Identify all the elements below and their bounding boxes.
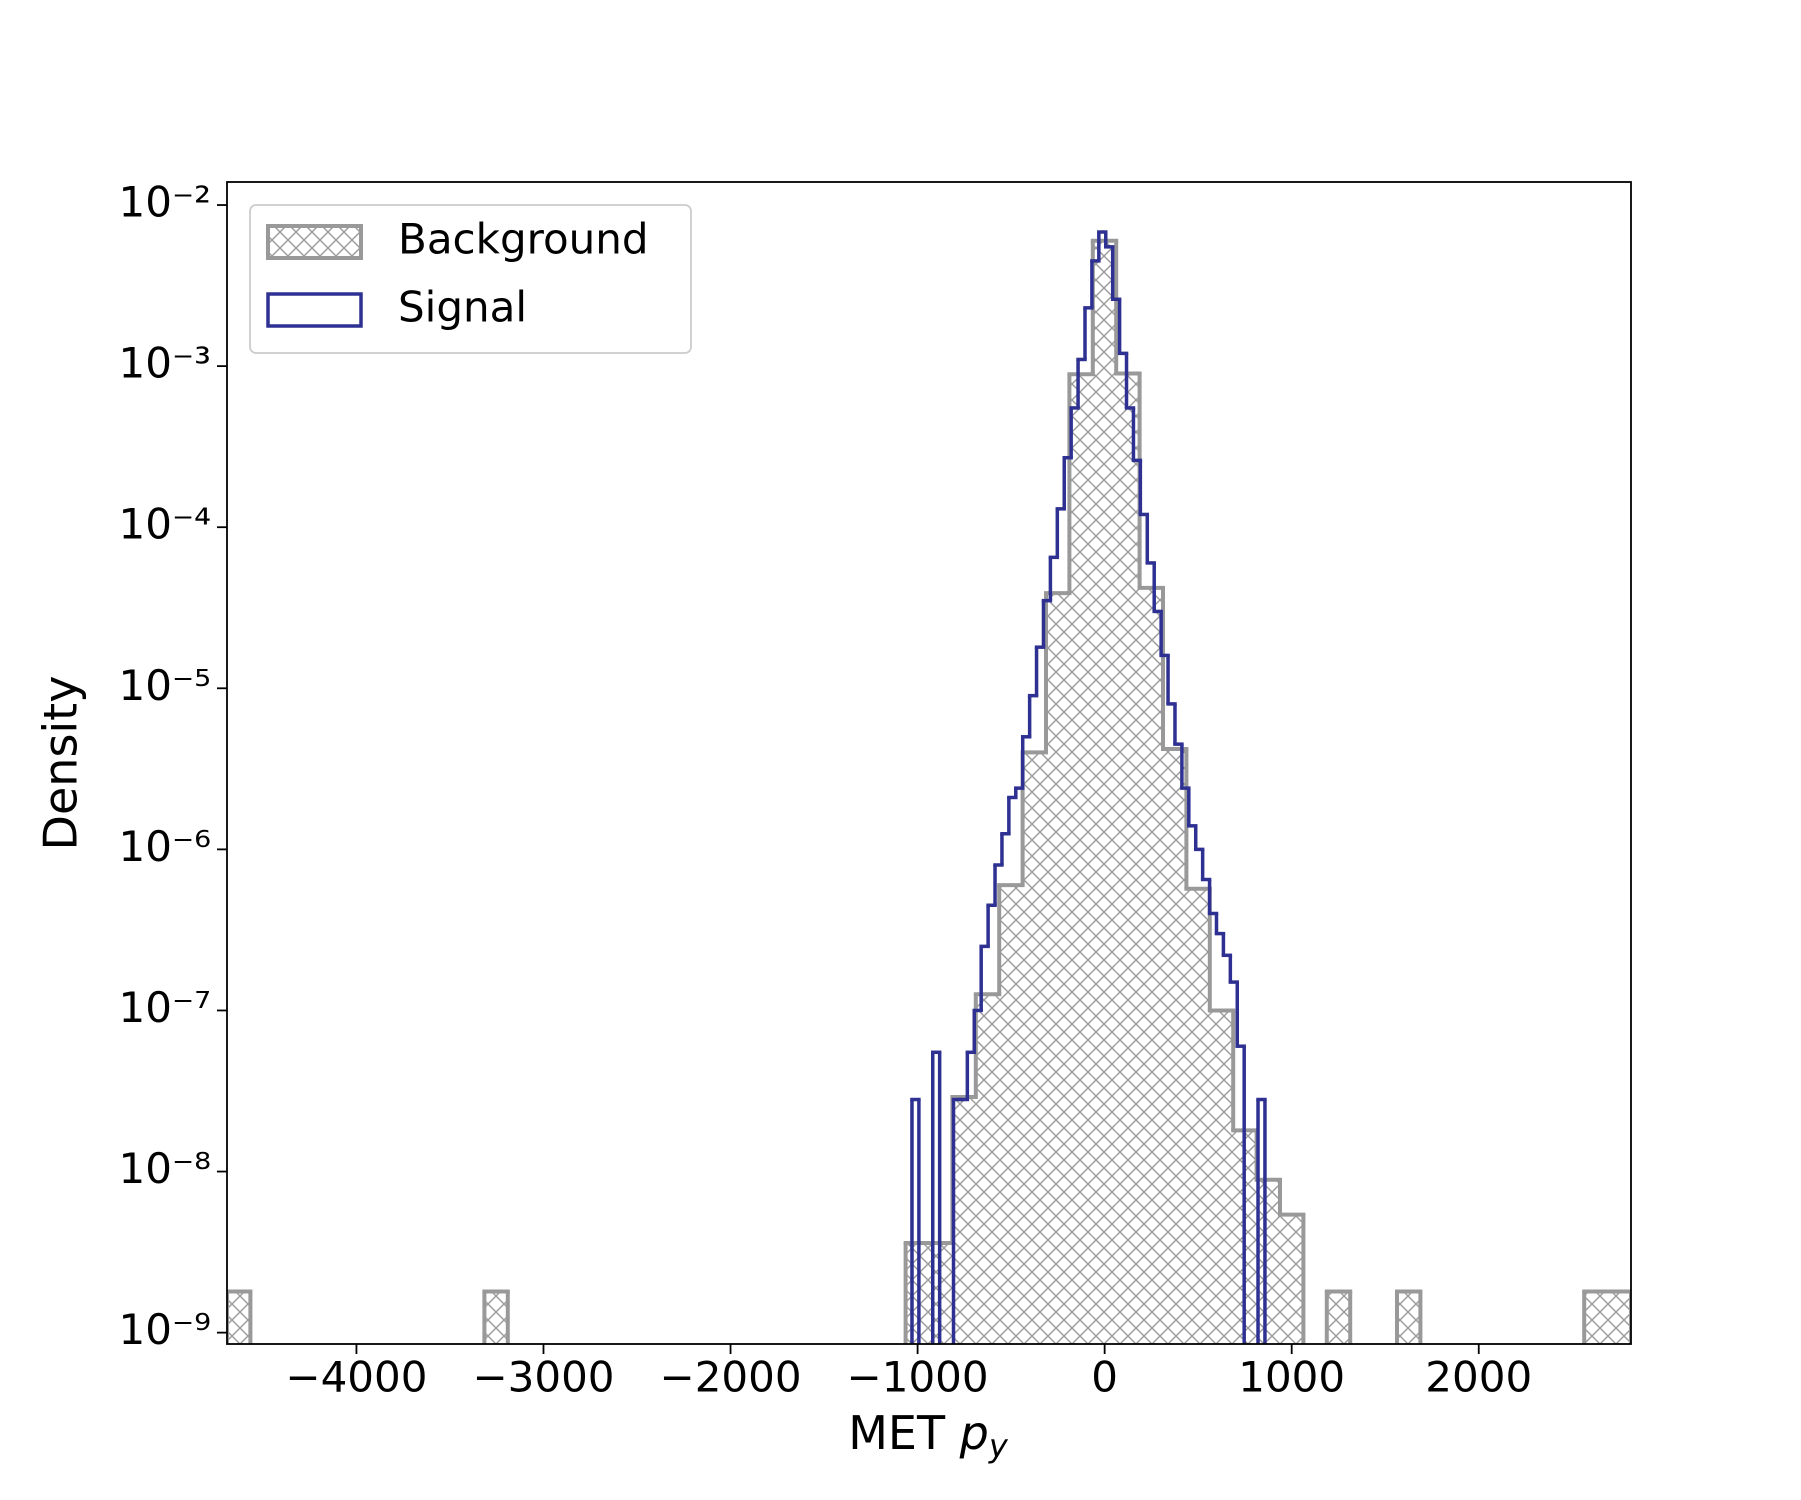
legend-swatch bbox=[266, 292, 363, 328]
y-tick-label: 10⁻⁷ bbox=[119, 983, 211, 1032]
plot-area bbox=[227, 230, 1631, 1344]
x-axis-label-text: MET bbox=[848, 1406, 959, 1460]
histogram-bar bbox=[1092, 240, 1117, 1344]
y-tick-label: 10⁻⁴ bbox=[119, 500, 211, 549]
y-tick-label: 10⁻⁵ bbox=[119, 661, 211, 710]
histogram-bar bbox=[1186, 888, 1210, 1344]
histogram-bar bbox=[1256, 1179, 1280, 1344]
legend: Background Signal bbox=[249, 204, 692, 354]
x-tick-label: −2000 bbox=[660, 1353, 802, 1402]
legend-label: Background bbox=[398, 215, 649, 264]
x-tick-label: −1000 bbox=[847, 1353, 989, 1402]
histogram-bar bbox=[1209, 1010, 1234, 1344]
x-axis-label-subscript: y bbox=[988, 1427, 1009, 1465]
histogram-bar bbox=[999, 885, 1023, 1344]
y-tick-label: 10⁻⁶ bbox=[119, 822, 211, 871]
legend-label: Signal bbox=[398, 283, 527, 332]
histogram-bar bbox=[484, 1291, 508, 1344]
x-axis-label: MET py bbox=[848, 1406, 1009, 1466]
y-tick-label: 10⁻⁹ bbox=[119, 1305, 211, 1354]
histogram-bar bbox=[952, 1097, 976, 1344]
y-tick-label: 10⁻² bbox=[119, 178, 211, 227]
histogram-bar bbox=[1326, 1291, 1351, 1344]
x-tick-label: −3000 bbox=[472, 1353, 614, 1402]
x-tick-label: 0 bbox=[1091, 1353, 1118, 1402]
histogram-bar bbox=[975, 994, 1000, 1344]
x-axis-label-italic: p bbox=[959, 1406, 989, 1460]
histogram-bar bbox=[1116, 373, 1140, 1344]
histogram-bar bbox=[1607, 1291, 1631, 1344]
y-tick-label: 10⁻³ bbox=[119, 339, 211, 388]
y-tick-label: 10⁻⁸ bbox=[119, 1144, 211, 1193]
y-axis-label: Density bbox=[34, 676, 88, 851]
legend-swatch bbox=[266, 224, 363, 260]
histogram-bar bbox=[1046, 593, 1070, 1344]
histogram-step-risers bbox=[910, 232, 1267, 1344]
plot-frame bbox=[226, 181, 1632, 1345]
histogram-bar bbox=[1069, 374, 1093, 1344]
x-tick-label: 2000 bbox=[1425, 1353, 1532, 1402]
histogram-bar bbox=[1139, 587, 1163, 1344]
x-tick-label: 1000 bbox=[1238, 1353, 1345, 1402]
histogram-bar bbox=[227, 1291, 251, 1344]
histogram-bar bbox=[1280, 1214, 1304, 1344]
histogram-bar bbox=[1584, 1291, 1608, 1344]
histogram-bar bbox=[1163, 748, 1187, 1344]
x-tick-label: −4000 bbox=[285, 1353, 427, 1402]
histogram-step-risers bbox=[227, 240, 1631, 1344]
histogram-bar bbox=[1397, 1291, 1421, 1344]
histogram-bar bbox=[1022, 752, 1046, 1344]
